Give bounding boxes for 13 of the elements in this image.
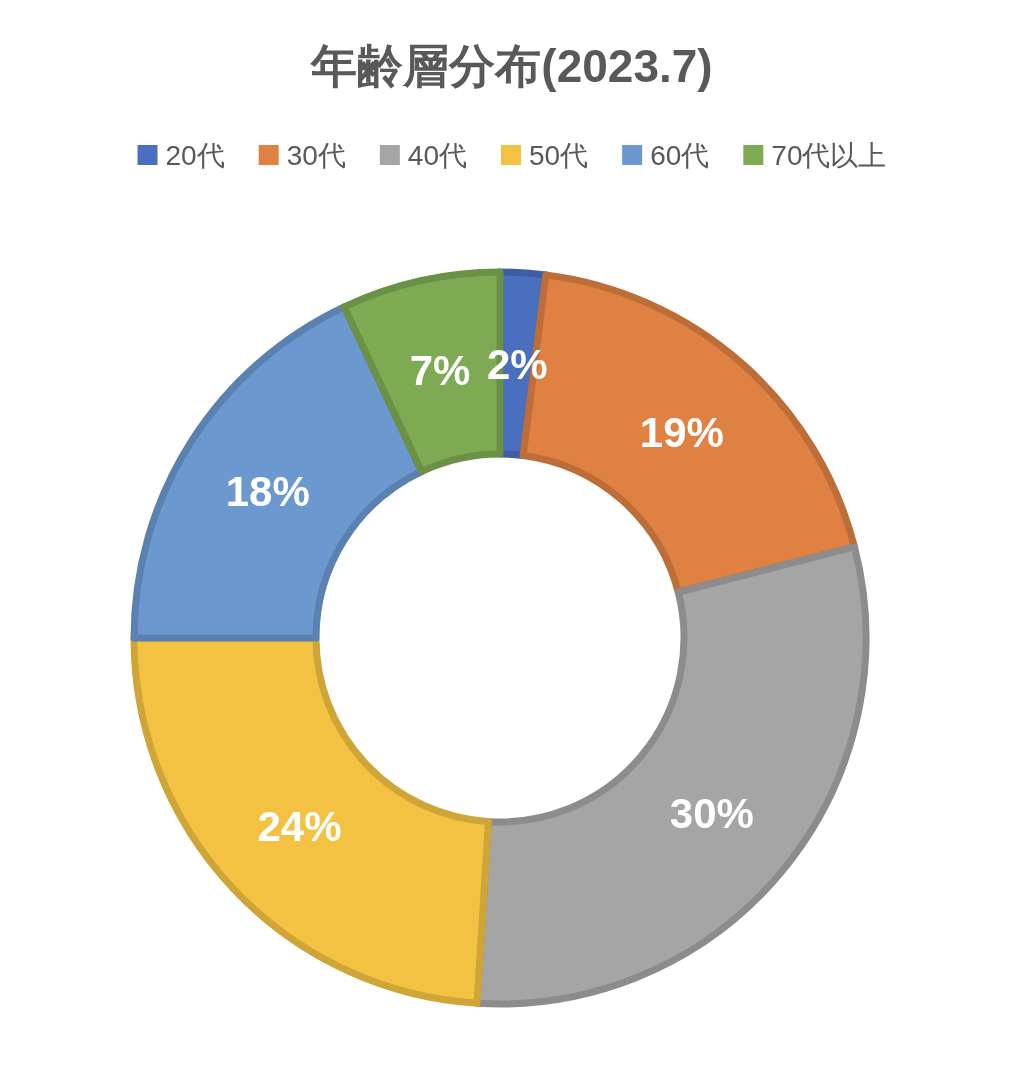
data-label: 18% (225, 467, 310, 515)
legend-label: 30代 (286, 140, 346, 171)
data-label: 24% (257, 803, 342, 851)
legend-label: 20代 (165, 140, 225, 171)
legend-label: 70代以上 (771, 140, 887, 171)
data-label: 19% (639, 408, 724, 456)
data-label: 7% (409, 346, 471, 394)
legend-label: 40代 (407, 140, 467, 171)
legend-label: 50代 (529, 140, 589, 171)
data-label: 30% (669, 790, 754, 838)
legend-label: 60代 (650, 140, 710, 171)
data-label: 2% (486, 340, 548, 388)
chart-title: 年齢層分布(2023.7) (309, 40, 713, 92)
